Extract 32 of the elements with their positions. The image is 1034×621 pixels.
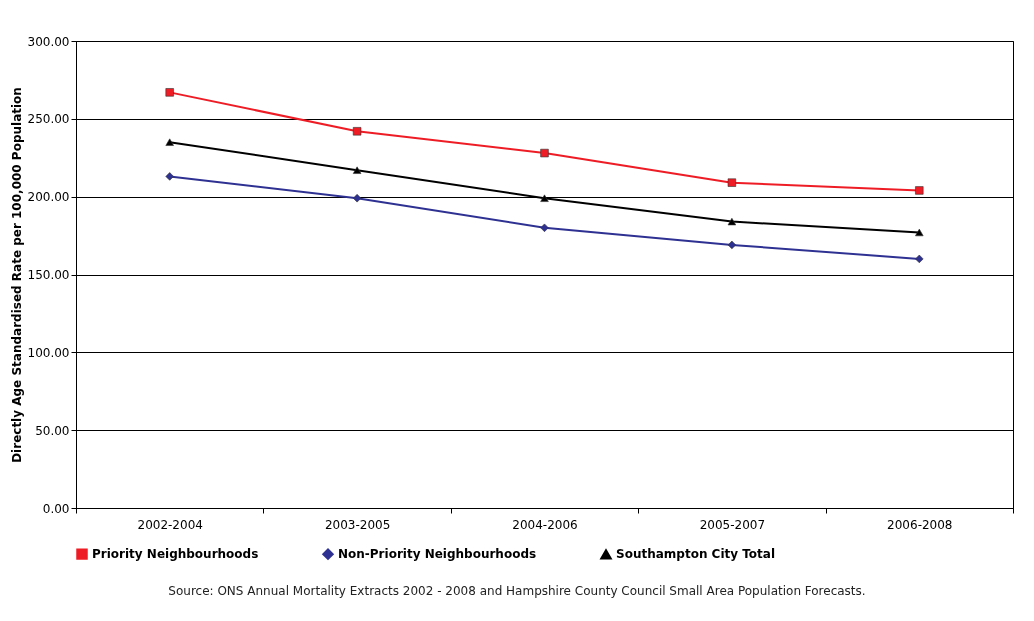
point (540, 194, 549, 202)
point (915, 228, 924, 237)
point (352, 194, 362, 203)
y-axis-title: Directly Age Standardised Rate per 100,000 Population (9, 87, 24, 463)
y-tick-label: 100.00 (27, 345, 70, 360)
x-tick-label: 2006-2008 (887, 517, 953, 532)
x-tick-label: 2004-2006 (512, 517, 578, 532)
y-tick-label: 50.00 (35, 423, 70, 438)
y-tick-label: 150.00 (27, 268, 70, 282)
legend-label: Southampton City Total (616, 547, 776, 562)
point (727, 217, 737, 226)
source-note: Source: ONS Annual Mortality Extracts 2002 - 2008 and Hampshire County Council Small Area Population Forecasts. (167, 584, 867, 598)
y-tick-label: 0.00 (42, 501, 70, 516)
x-tick-label: 2003-2005 (324, 517, 391, 532)
y-tick-label: 200.00 (27, 190, 70, 205)
x-tick-label: 2002-2004 (137, 517, 203, 532)
legend-label: Priority Neighbourhoods (92, 547, 259, 562)
point (727, 240, 737, 250)
x-tick-label: 2005-2007 (699, 517, 766, 532)
point (540, 148, 549, 158)
legend-label: Non-Priority Neighbourhoods (338, 547, 537, 562)
point (165, 88, 174, 97)
point (540, 223, 549, 232)
point (915, 186, 924, 195)
point (915, 254, 924, 264)
point (352, 166, 362, 174)
point (352, 127, 362, 136)
y-tick-label: 300.00 (27, 34, 70, 49)
point (727, 178, 737, 187)
y-tick-label: 250.00 (27, 112, 70, 127)
point (165, 138, 174, 146)
point (165, 172, 174, 181)
